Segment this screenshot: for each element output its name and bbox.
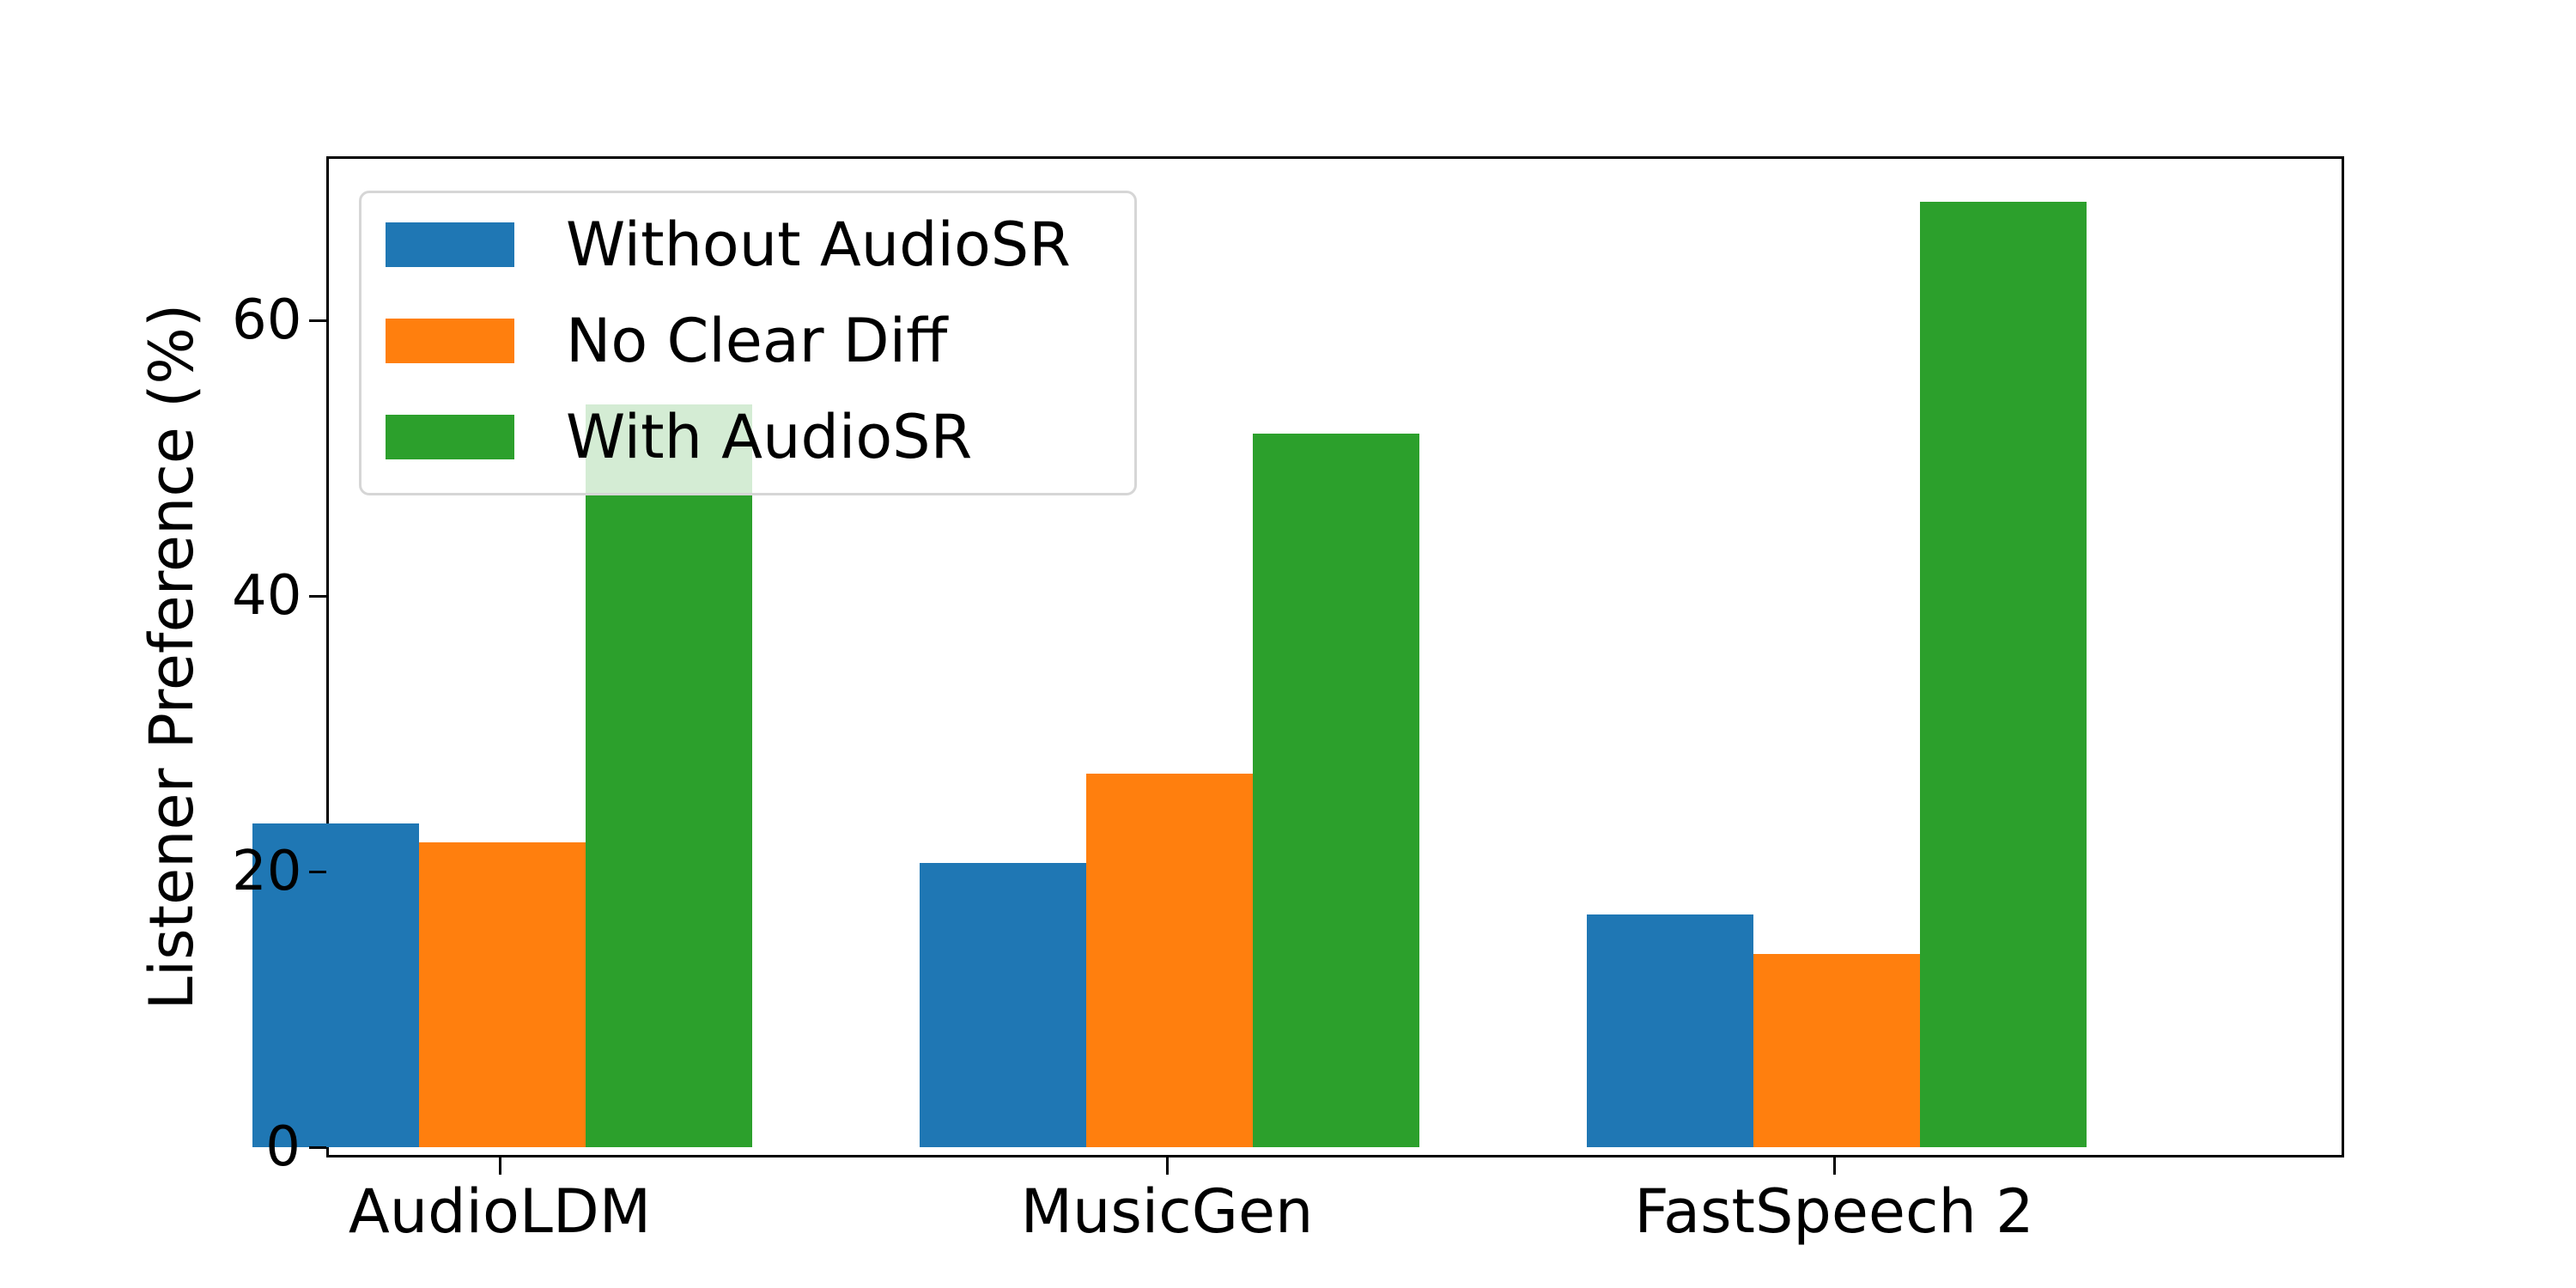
bar-audioldm-no-clear-diff bbox=[419, 842, 586, 1147]
x-tick-label: MusicGen bbox=[1020, 1176, 1314, 1247]
y-tick-label: 20 bbox=[232, 840, 302, 903]
x-tick bbox=[499, 1157, 501, 1175]
bar-audioldm-with-audiosr bbox=[586, 404, 752, 1147]
x-tick-label: FastSpeech 2 bbox=[1634, 1176, 2034, 1247]
y-tick-label: 40 bbox=[232, 564, 302, 628]
legend-label: No Clear Diff bbox=[566, 306, 948, 376]
x-tick-label: AudioLDM bbox=[348, 1176, 652, 1247]
bar-fastspeech-2-without-audiosr bbox=[1587, 914, 1753, 1147]
bar-musicgen-with-audiosr bbox=[1253, 433, 1419, 1147]
y-tick bbox=[309, 1146, 326, 1149]
y-tick bbox=[309, 871, 326, 873]
x-tick bbox=[1166, 1157, 1169, 1175]
legend-item: No Clear Diff bbox=[386, 306, 947, 376]
bar-fastspeech-2-with-audiosr bbox=[1920, 201, 2087, 1147]
legend-label: With AudioSR bbox=[566, 402, 973, 472]
y-tick bbox=[309, 319, 326, 322]
bar-musicgen-without-audiosr bbox=[920, 863, 1086, 1147]
legend-swatch bbox=[386, 319, 514, 363]
bar-fastspeech-2-no-clear-diff bbox=[1753, 954, 1920, 1147]
legend-swatch bbox=[386, 222, 514, 267]
legend-label: Without AudioSR bbox=[566, 210, 1071, 280]
bar-audioldm-without-audiosr bbox=[252, 823, 419, 1147]
y-tick-label: 0 bbox=[265, 1115, 301, 1179]
y-tick-label: 60 bbox=[232, 289, 302, 352]
x-tick bbox=[1833, 1157, 1836, 1175]
legend: Without AudioSR No Clear Diff With AudioSR bbox=[359, 191, 1137, 495]
bar-musicgen-no-clear-diff bbox=[1086, 774, 1253, 1147]
legend-item: Without AudioSR bbox=[386, 210, 1071, 280]
plot-area bbox=[252, 156, 2344, 1157]
legend-item: With AudioSR bbox=[386, 402, 972, 472]
y-tick bbox=[309, 595, 326, 598]
legend-swatch bbox=[386, 415, 514, 459]
y-axis-title: Listener Preference (%) bbox=[137, 303, 207, 1011]
